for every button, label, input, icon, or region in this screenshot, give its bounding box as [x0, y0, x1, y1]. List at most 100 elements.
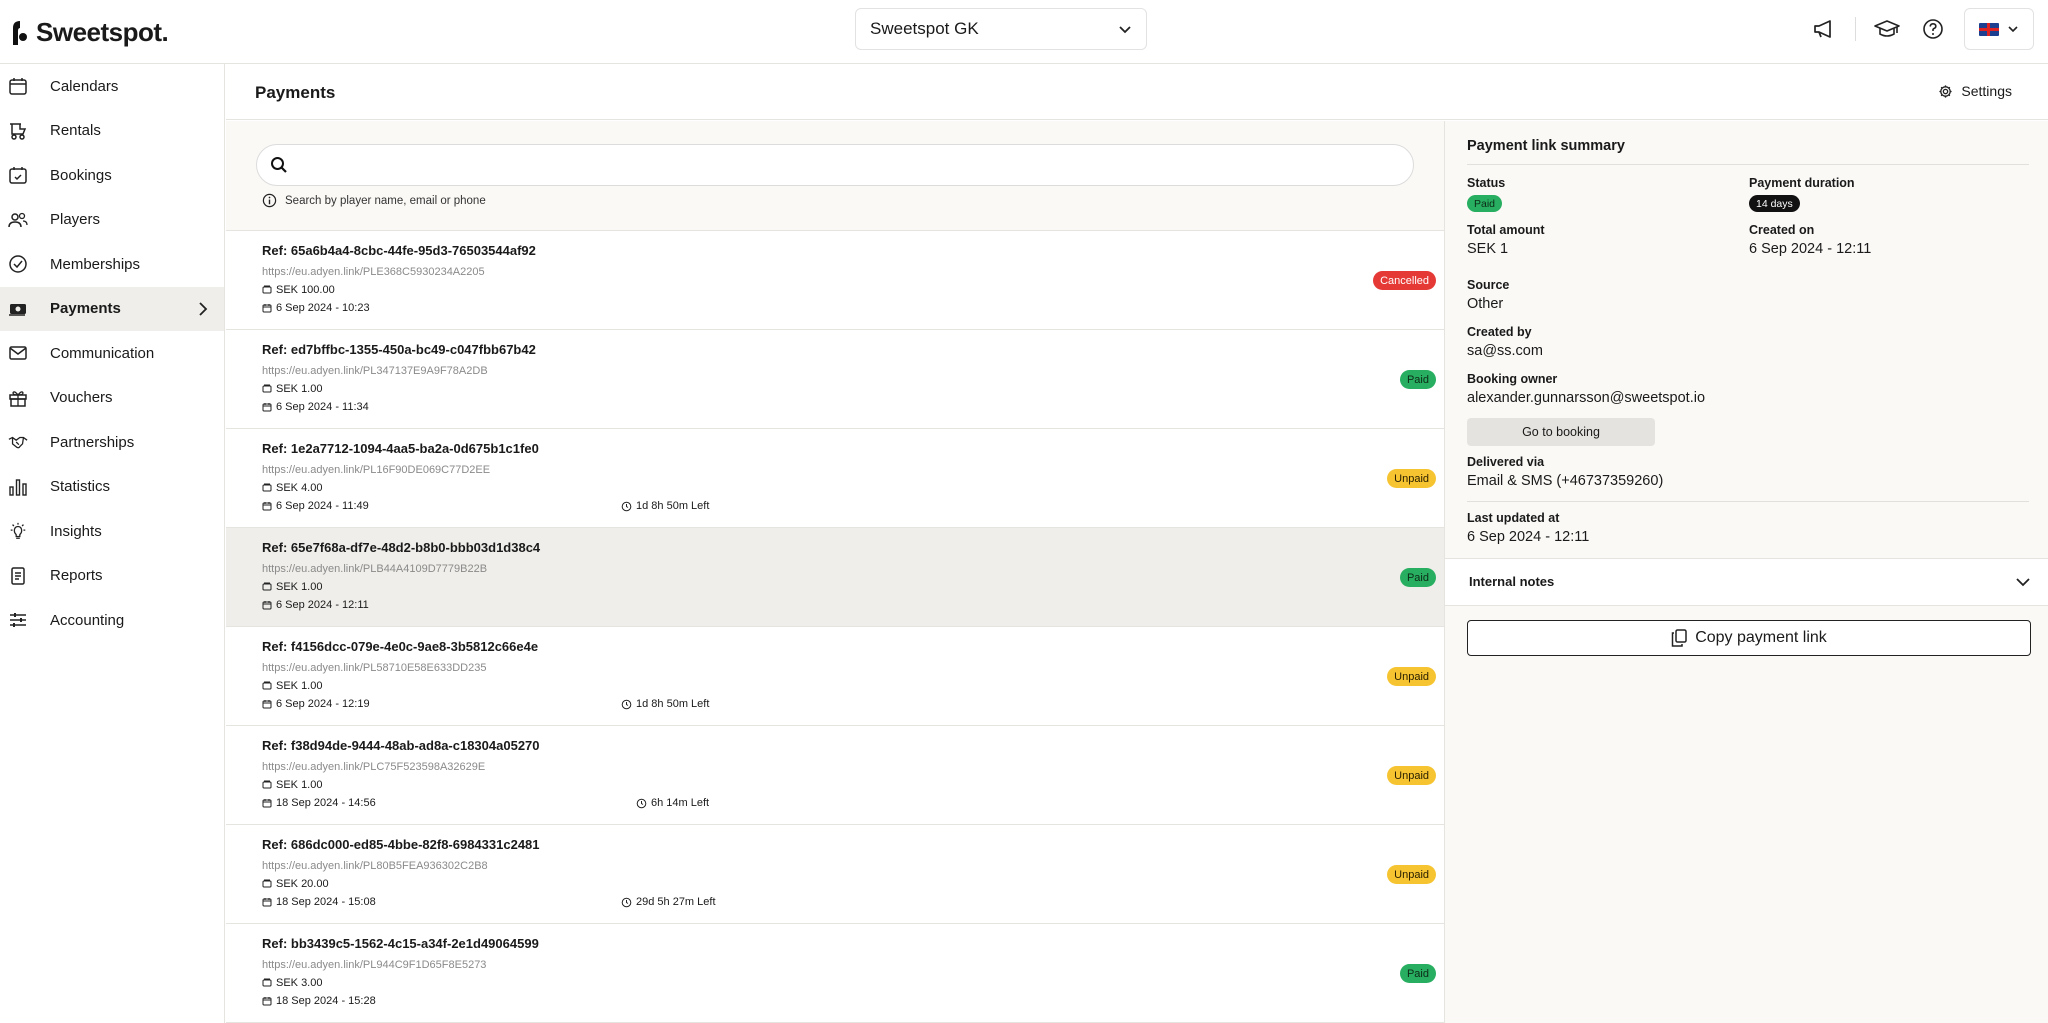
badge-check-icon: [8, 254, 28, 274]
club-select[interactable]: Sweetspot GK: [855, 8, 1147, 50]
payment-row[interactable]: Ref: f38d94de-9444-48ab-ad8a-c18304a0527…: [226, 726, 1444, 825]
payment-ref: Ref: f4156dcc-079e-4e0c-9ae8-3b5812c66e4…: [262, 639, 539, 654]
payment-link: https://eu.adyen.link/PL944C9F1D65F8E527…: [262, 959, 487, 971]
announcement-button[interactable]: [1809, 14, 1839, 44]
calendar-icon: [262, 501, 272, 511]
internal-notes-toggle[interactable]: Internal notes: [1445, 558, 2048, 606]
payment-amount: SEK 4.00: [262, 482, 322, 494]
sidebar-item-accounting[interactable]: Accounting: [0, 598, 224, 643]
top-bar: Sweetspot. Sweetspot GK: [0, 0, 2048, 64]
copy-payment-link-button[interactable]: Copy payment link: [1467, 620, 2031, 656]
language-select[interactable]: [1964, 8, 2034, 50]
payment-row[interactable]: Ref: ed7bffbc-1355-450a-bc49-c047fbb67b4…: [226, 330, 1444, 429]
payment-row[interactable]: Ref: 1e2a7712-1094-4aa5-ba2a-0d675b1c1fe…: [226, 429, 1444, 528]
lightbulb-icon: [8, 521, 28, 541]
summary-title: Payment link summary: [1467, 138, 1625, 154]
calendar-check-icon: [8, 165, 28, 185]
search-hint: Search by player name, email or phone: [262, 193, 486, 208]
booking-owner-label: Booking owner: [1467, 372, 1558, 386]
payment-amount-value: SEK 20.00: [276, 878, 329, 890]
search-input[interactable]: [299, 145, 1399, 185]
info-icon: [262, 193, 277, 208]
created-by-label: Created by: [1467, 325, 1532, 339]
sidebar-item-label: Memberships: [50, 255, 141, 273]
payment-ref: Ref: 65e7f68a-df7e-48d2-b8b0-bbb03d1d38c…: [262, 540, 541, 555]
payment-date: 6 Sep 2024 - 11:49: [262, 500, 369, 512]
status-badge: Paid: [1399, 568, 1436, 587]
sidebar-item-label: Rentals: [50, 122, 101, 140]
payment-amount-value: SEK 1.00: [276, 383, 323, 395]
sidebar-item-vouchers[interactable]: Vouchers: [0, 376, 224, 421]
bar-chart-icon: [8, 477, 28, 497]
go-to-booking-button[interactable]: Go to booking: [1467, 418, 1655, 446]
duration-label: Payment duration: [1749, 176, 1855, 190]
sidebar-item-statistics[interactable]: Statistics: [0, 465, 224, 510]
sidebar-item-players[interactable]: Players: [0, 198, 224, 243]
calendar-icon: [262, 699, 272, 709]
chevron-down-icon: [1119, 26, 1131, 34]
payment-amount-value: SEK 1.00: [276, 779, 323, 791]
sidebar-item-label: Calendars: [50, 77, 119, 95]
sidebar-item-insights[interactable]: Insights: [0, 509, 224, 554]
sweetspot-logo-icon: [13, 21, 27, 45]
main-header: Payments Settings: [226, 64, 2048, 120]
calendar-icon: [262, 996, 272, 1006]
payment-row[interactable]: Ref: bb3439c5-1562-4c15-a34f-2e1d4906459…: [226, 924, 1444, 1023]
help-button[interactable]: [1918, 14, 1948, 44]
payment-link: https://eu.adyen.link/PL80B5FEA936302C2B…: [262, 860, 488, 872]
sidebar-item-calendars[interactable]: Calendars: [0, 64, 224, 109]
sidebar-item-payments[interactable]: Payments: [0, 286, 224, 331]
sidebar-item-reports[interactable]: Reports: [0, 554, 224, 599]
time-left-value: 1d 8h 50m Left: [636, 500, 710, 512]
mail-icon: [8, 343, 28, 363]
chevron-right-icon: [199, 301, 208, 316]
handshake-icon: [8, 432, 28, 452]
wallet-icon: [262, 285, 272, 295]
payment-ref: Ref: 686dc000-ed85-4bbe-82f8-6984331c248…: [262, 837, 540, 852]
payment-link: https://eu.adyen.link/PL347137E9A9F78A2D…: [262, 365, 488, 377]
payment-date-value: 18 Sep 2024 - 14:56: [276, 797, 376, 809]
sidebar-item-partnerships[interactable]: Partnerships: [0, 420, 224, 465]
payment-row[interactable]: Ref: 65a6b4a4-8cbc-44fe-95d3-76503544af9…: [226, 231, 1444, 330]
time-left-value: 29d 5h 27m Left: [636, 896, 716, 908]
search-box[interactable]: [256, 144, 1414, 186]
settings-button[interactable]: Settings: [1938, 83, 2012, 99]
search-icon: [271, 157, 287, 173]
payment-amount-value: SEK 100.00: [276, 284, 335, 296]
payment-row[interactable]: Ref: 65e7f68a-df7e-48d2-b8b0-bbb03d1d38c…: [226, 528, 1444, 627]
academy-button[interactable]: [1872, 14, 1902, 44]
help-circle-icon: [1923, 19, 1943, 39]
total-amount-label: Total amount: [1467, 223, 1545, 237]
sidebar-item-communication[interactable]: Communication: [0, 331, 224, 376]
chevron-down-icon: [2008, 26, 2018, 33]
status-badge: Paid: [1399, 964, 1436, 983]
payment-amount-value: SEK 1.00: [276, 581, 323, 593]
calendar-icon: [262, 402, 272, 412]
time-left-value: 1d 8h 50m Left: [636, 698, 710, 710]
status-badge: Paid: [1467, 195, 1503, 212]
payment-ref: Ref: bb3439c5-1562-4c15-a34f-2e1d4906459…: [262, 936, 539, 951]
sidebar-item-label: Reports: [50, 567, 103, 585]
payment-link: https://eu.adyen.link/PLB44A4109D7779B22…: [262, 563, 488, 575]
logo[interactable]: Sweetspot.: [10, 14, 169, 50]
payment-row[interactable]: Ref: 686dc000-ed85-4bbe-82f8-6984331c248…: [226, 825, 1444, 924]
copy-payment-link-label: Copy payment link: [1695, 629, 1827, 646]
sidebar-item-memberships[interactable]: Memberships: [0, 242, 224, 287]
time-left: 6h 14m Left: [636, 797, 709, 809]
sidebar-item-bookings[interactable]: Bookings: [0, 153, 224, 198]
timer-icon: [621, 699, 632, 710]
payments-list-area: Search by player name, email or phone Re…: [226, 121, 1444, 1023]
calendar-icon: [262, 798, 272, 808]
payment-link: https://eu.adyen.link/PL58710E58E633DD23…: [262, 662, 487, 674]
wallet-icon: [262, 483, 272, 493]
status-label: Status: [1467, 176, 1506, 190]
status-badge: Unpaid: [1387, 667, 1436, 686]
payment-row[interactable]: Ref: f4156dcc-079e-4e0c-9ae8-3b5812c66e4…: [226, 627, 1444, 726]
megaphone-icon: [1814, 20, 1831, 38]
payment-amount: SEK 1.00: [262, 581, 322, 593]
sidebar-item-rentals[interactable]: Rentals: [0, 109, 224, 154]
payment-date: 6 Sep 2024 - 12:11: [262, 599, 369, 611]
payment-date-value: 18 Sep 2024 - 15:28: [276, 995, 376, 1007]
wallet-icon: [262, 780, 272, 790]
payment-date: 18 Sep 2024 - 15:08: [262, 896, 376, 908]
